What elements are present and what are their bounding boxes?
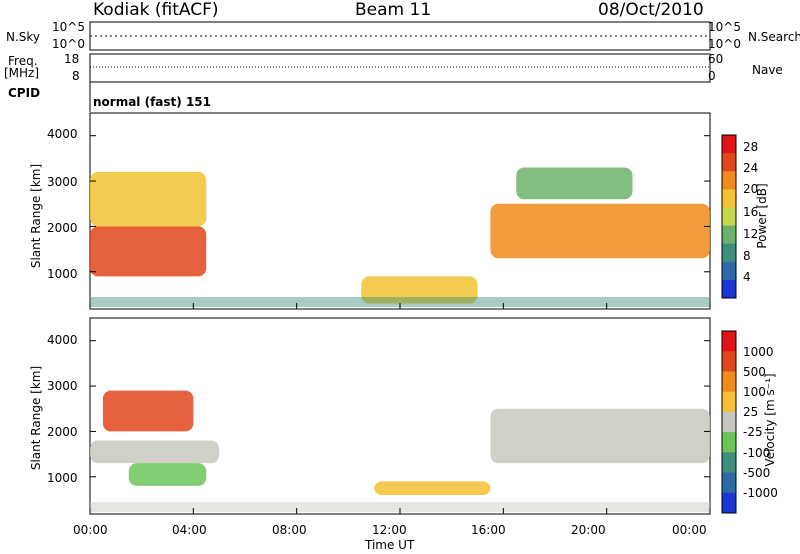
power-cbar-tick: 24 bbox=[743, 161, 759, 175]
velocity-colorbar-swatch bbox=[722, 432, 736, 453]
velocity-scatter-region bbox=[90, 440, 220, 464]
xtick: 12:00 bbox=[372, 523, 407, 537]
power-colorbar-swatch bbox=[722, 171, 736, 190]
velocity-cbar-tick: -100 bbox=[743, 446, 771, 460]
power-colorbar-swatch bbox=[722, 243, 736, 263]
velocity-ytick: 4000 bbox=[47, 333, 78, 347]
velocity-colorbar-swatch bbox=[722, 331, 736, 352]
power-colorbar-swatch bbox=[722, 207, 736, 227]
velocity-scatter-region bbox=[102, 390, 194, 432]
velocity-colorbar-swatch bbox=[722, 391, 736, 413]
velocity-colorbar-frame bbox=[721, 330, 737, 514]
velocity-cbar-tick: 500 bbox=[743, 365, 766, 379]
power-scatter-region bbox=[516, 167, 633, 200]
power-ytick: 1000 bbox=[47, 267, 78, 281]
xtick: 16:00 bbox=[471, 523, 506, 537]
freq-label: Freq. bbox=[8, 54, 38, 68]
velocity-ylabel: Slant Range [km] bbox=[29, 365, 43, 471]
power-ytick: 4000 bbox=[47, 127, 78, 141]
xtick: 08:00 bbox=[272, 523, 307, 537]
velocity-colorbar-swatch bbox=[722, 452, 736, 474]
velocity-colorbar-swatch bbox=[722, 411, 736, 433]
power-scatter-region bbox=[90, 226, 207, 277]
velocity-ytick: 1000 bbox=[47, 471, 78, 485]
power-ylabel: Slant Range [km] bbox=[29, 163, 43, 269]
power-cbar-tick: 12 bbox=[743, 227, 759, 241]
nsky-tick-low: 10^0 bbox=[52, 37, 85, 51]
nsearch-label: N.Search bbox=[748, 30, 800, 44]
power-ytick: 2000 bbox=[47, 221, 78, 235]
power-cbar-tick: 28 bbox=[743, 140, 759, 154]
cpid-label: CPID bbox=[8, 86, 41, 100]
velocity-cbar-tick: 100 bbox=[743, 385, 766, 399]
freq-unit-label: [MHz] bbox=[4, 66, 40, 80]
power-near-range-scatter bbox=[90, 297, 710, 307]
power-colorbar-swatch bbox=[722, 153, 736, 172]
velocity-colorbar-swatch bbox=[722, 371, 736, 393]
xtick: 00:00 bbox=[73, 523, 108, 537]
velocity-cbar-tick: -1000 bbox=[743, 486, 778, 500]
nave-label: Nave bbox=[752, 63, 783, 77]
power-colorbar-swatch bbox=[722, 135, 736, 154]
power-colorbar-swatch bbox=[722, 279, 736, 299]
power-ytick: 3000 bbox=[47, 175, 78, 189]
xlabel: Time UT bbox=[365, 538, 415, 552]
velocity-ytick: 2000 bbox=[47, 425, 78, 439]
date-title: 08/Oct/2010 bbox=[598, 0, 704, 20]
nsky-tick-high: 10^5 bbox=[52, 20, 85, 34]
power-cbar-tick: 8 bbox=[743, 249, 751, 263]
nsky-label: N.Sky bbox=[6, 30, 41, 44]
velocity-near-range-scatter bbox=[90, 502, 710, 512]
velocity-cbar-tick: 25 bbox=[743, 405, 759, 419]
velocity-colorbar-swatch bbox=[722, 492, 736, 514]
power-colorbar-frame bbox=[721, 134, 737, 299]
power-scatter-region bbox=[90, 171, 207, 227]
power-scatter-region bbox=[490, 203, 710, 259]
power-colorbar-swatch bbox=[722, 225, 736, 245]
nsearch-tick-low: 10^0 bbox=[708, 37, 741, 51]
velocity-cbar-tick: -500 bbox=[743, 466, 771, 480]
velocity-colorbar-swatch bbox=[722, 351, 736, 372]
power-scatter-region bbox=[361, 276, 478, 304]
freq-tick-low: 8 bbox=[72, 69, 80, 83]
power-colorbar-swatch bbox=[722, 189, 736, 208]
station-title: Kodiak (fitACF) bbox=[93, 0, 219, 20]
nsearch-tick-high: 10^5 bbox=[708, 20, 741, 34]
xtick: 20:00 bbox=[571, 523, 606, 537]
velocity-scatter-region bbox=[490, 408, 710, 464]
velocity-scatter-region bbox=[128, 463, 207, 486]
nave-tick-high: 60 bbox=[708, 52, 724, 66]
power-cbar-tick: 20 bbox=[743, 182, 759, 196]
nave-tick-low: 0 bbox=[708, 69, 716, 83]
freq-strip-frame bbox=[89, 53, 711, 83]
power-cbar-tick: 4 bbox=[743, 270, 751, 284]
freq-tick-high: 18 bbox=[64, 52, 80, 66]
cpid-value: normal (fast) 151 bbox=[93, 95, 211, 109]
velocity-scatter-region bbox=[374, 481, 491, 495]
velocity-cbar-tick: -25 bbox=[743, 425, 763, 439]
beam-title: Beam 11 bbox=[355, 0, 432, 20]
velocity-ytick: 3000 bbox=[47, 379, 78, 393]
velocity-cbar-tick: 1000 bbox=[743, 345, 774, 359]
power-cbar-tick: 16 bbox=[743, 205, 759, 219]
velocity-colorbar-swatch bbox=[722, 472, 736, 494]
xtick: 00:00 bbox=[672, 523, 707, 537]
power-colorbar-swatch bbox=[722, 261, 736, 281]
xtick: 04:00 bbox=[172, 523, 207, 537]
